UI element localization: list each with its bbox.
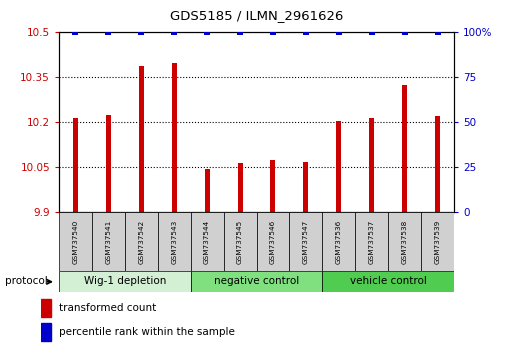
Point <box>401 29 409 35</box>
Bar <box>59 212 92 271</box>
Bar <box>191 212 224 271</box>
Text: GSM737541: GSM737541 <box>105 219 111 264</box>
Text: GSM737538: GSM737538 <box>402 219 408 264</box>
Bar <box>270 160 275 212</box>
Bar <box>388 212 421 271</box>
Text: negative control: negative control <box>214 276 299 286</box>
Bar <box>224 212 256 271</box>
Point <box>71 29 80 35</box>
Bar <box>41 299 51 317</box>
Bar <box>73 118 78 212</box>
Bar <box>369 118 374 212</box>
Text: GSM737542: GSM737542 <box>139 219 144 264</box>
Bar <box>322 271 454 292</box>
Text: GSM737543: GSM737543 <box>171 219 177 264</box>
Text: vehicle control: vehicle control <box>350 276 427 286</box>
Point <box>170 29 179 35</box>
Point <box>334 29 343 35</box>
Bar <box>402 85 407 212</box>
Bar <box>355 212 388 271</box>
Bar <box>158 212 191 271</box>
Text: GDS5185 / ILMN_2961626: GDS5185 / ILMN_2961626 <box>170 9 343 22</box>
Point <box>269 29 277 35</box>
Bar <box>289 212 322 271</box>
Point <box>236 29 244 35</box>
Text: GSM737546: GSM737546 <box>270 219 276 264</box>
Bar <box>139 67 144 212</box>
Point <box>433 29 442 35</box>
Text: GSM737547: GSM737547 <box>303 219 309 264</box>
Text: GSM737537: GSM737537 <box>369 219 374 264</box>
Bar <box>303 162 308 212</box>
Text: percentile rank within the sample: percentile rank within the sample <box>59 327 235 337</box>
Bar <box>238 163 243 212</box>
Text: GSM737545: GSM737545 <box>237 219 243 264</box>
Text: GSM737536: GSM737536 <box>336 219 342 264</box>
Bar <box>106 115 111 212</box>
Bar <box>205 169 210 212</box>
Text: Wig-1 depletion: Wig-1 depletion <box>84 276 166 286</box>
Bar <box>41 323 51 341</box>
Point <box>137 29 145 35</box>
Point <box>302 29 310 35</box>
Bar <box>59 271 191 292</box>
Text: GSM737544: GSM737544 <box>204 219 210 264</box>
Point <box>104 29 112 35</box>
Text: transformed count: transformed count <box>59 303 156 313</box>
Bar <box>172 63 176 212</box>
Bar <box>256 212 289 271</box>
Text: protocol: protocol <box>5 276 48 286</box>
Point <box>203 29 211 35</box>
Text: GSM737540: GSM737540 <box>72 219 78 264</box>
Bar <box>125 212 158 271</box>
Point <box>368 29 376 35</box>
Bar <box>191 271 322 292</box>
Text: GSM737539: GSM737539 <box>435 219 441 264</box>
Bar <box>322 212 355 271</box>
Bar <box>435 116 440 212</box>
Bar <box>92 212 125 271</box>
Bar <box>421 212 454 271</box>
Bar <box>337 121 341 212</box>
